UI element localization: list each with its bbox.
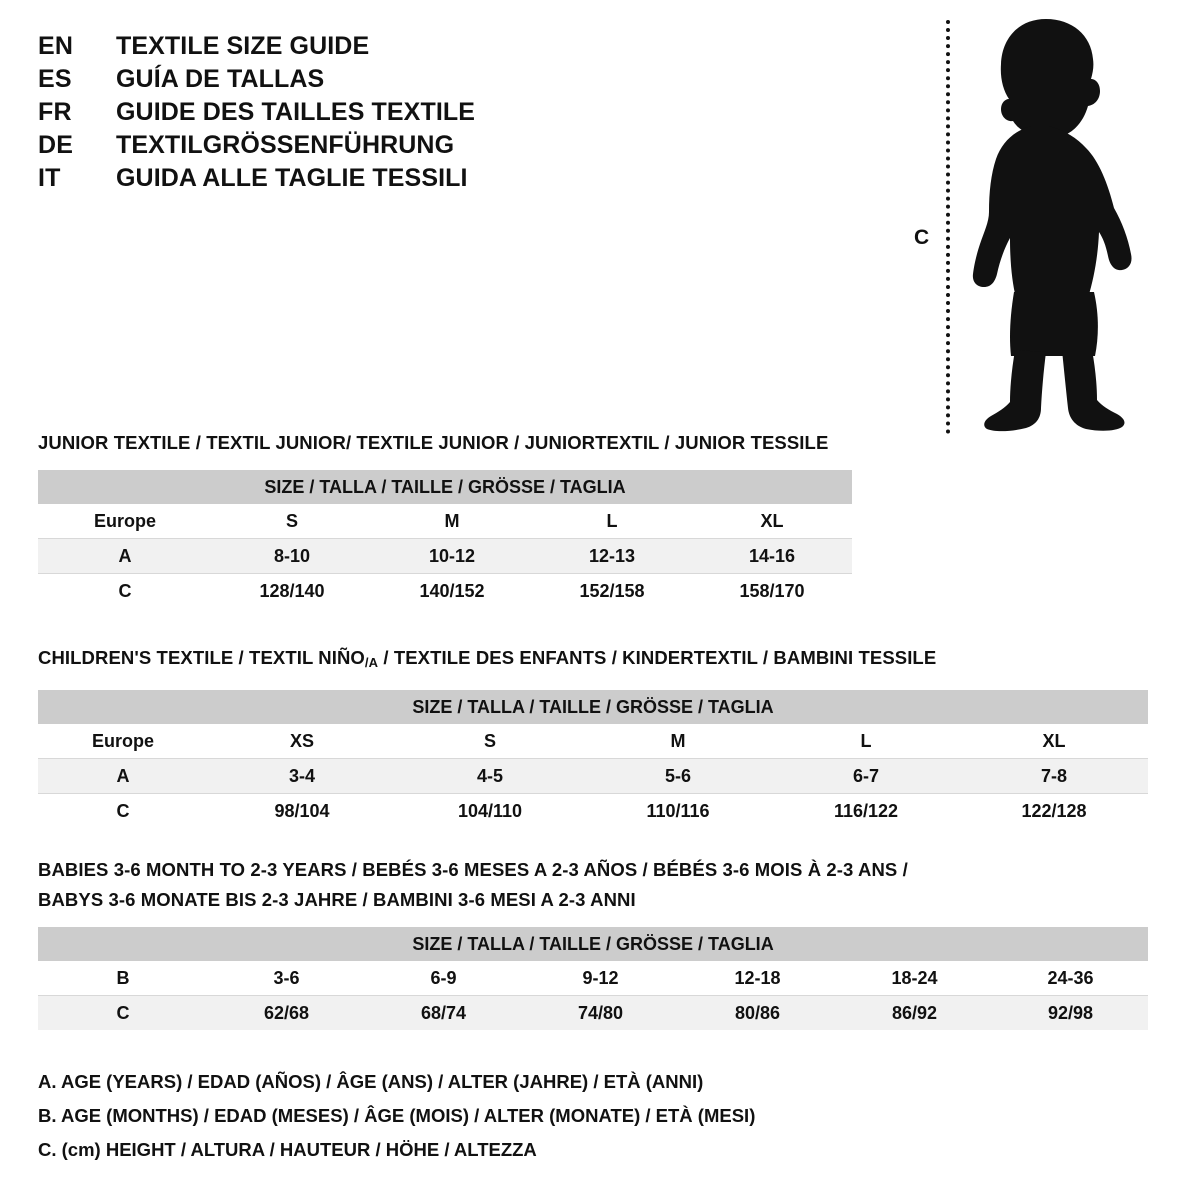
cell: 80/86 xyxy=(679,995,836,1030)
children-band-title: SIZE / TALLA / TAILLE / GRÖSSE / TAGLIA xyxy=(38,690,1149,724)
cell: M xyxy=(584,724,772,759)
table-row: C 98/104 104/110 110/116 116/122 122/128 xyxy=(38,793,1149,828)
language-row-es: ES GUÍA DE TALLAS xyxy=(38,65,558,98)
children-heading-post: / TEXTILE DES ENFANTS / KINDERTEXTIL / B… xyxy=(378,647,937,668)
row-label: A xyxy=(38,538,212,574)
cell: 98/104 xyxy=(208,793,396,828)
language-row-de: DE TEXTILGRÖSSENFÜHRUNG xyxy=(38,131,558,164)
language-title-de: TEXTILGRÖSSENFÜHRUNG xyxy=(116,131,455,159)
cell: XL xyxy=(960,724,1149,759)
cell: S xyxy=(396,724,584,759)
row-label: A xyxy=(38,758,208,794)
height-marker-label: C xyxy=(914,226,930,249)
cell: 68/74 xyxy=(365,995,522,1030)
table-band-row: SIZE / TALLA / TAILLE / GRÖSSE / TAGLIA xyxy=(38,470,852,504)
table-row: A 8-10 10-12 12-13 14-16 xyxy=(38,538,852,574)
cell: 74/80 xyxy=(522,995,679,1030)
cell: 122/128 xyxy=(960,793,1149,828)
table-band-row: SIZE / TALLA / TAILLE / GRÖSSE / TAGLIA xyxy=(38,690,1149,724)
language-title-it: GUIDA ALLE TAGLIE TESSILI xyxy=(116,164,468,192)
cell: 24-36 xyxy=(993,961,1149,996)
table-row: C 62/68 68/74 74/80 80/86 86/92 92/98 xyxy=(38,995,1149,1030)
cell: 9-12 xyxy=(522,961,679,996)
row-label: B xyxy=(38,961,208,996)
cell: 86/92 xyxy=(836,995,993,1030)
babies-size-table: SIZE / TALLA / TAILLE / GRÖSSE / TAGLIA … xyxy=(38,927,1149,1030)
row-label: C xyxy=(38,793,208,828)
cell: 92/98 xyxy=(993,995,1149,1030)
row-label: C xyxy=(38,573,212,608)
cell: 110/116 xyxy=(584,793,772,828)
language-title-en: TEXTILE SIZE GUIDE xyxy=(116,32,370,60)
cell: M xyxy=(372,504,532,539)
cell: S xyxy=(212,504,372,539)
cell: 18-24 xyxy=(836,961,993,996)
toddler-silhouette-icon xyxy=(972,19,1132,432)
cell: 12-18 xyxy=(679,961,836,996)
cell: 7-8 xyxy=(960,758,1149,794)
children-section-heading: CHILDREN'S TEXTILE / TEXTIL NIÑO/A / TEX… xyxy=(38,643,1148,678)
language-title-es: GUÍA DE TALLAS xyxy=(116,65,325,93)
children-heading-pre: CHILDREN'S TEXTILE / TEXTIL NIÑO xyxy=(38,647,365,668)
babies-section-heading-line1: BABIES 3-6 MONTH TO 2-3 YEARS / BEBÉS 3-… xyxy=(38,859,908,880)
cell: 5-6 xyxy=(584,758,772,794)
table-row: B 3-6 6-9 9-12 12-18 18-24 24-36 xyxy=(38,961,1149,996)
language-row-fr: FR GUIDE DES TAILLES TEXTILE xyxy=(38,98,558,131)
junior-size-table: SIZE / TALLA / TAILLE / GRÖSSE / TAGLIA … xyxy=(38,470,852,608)
cell: 152/158 xyxy=(532,573,692,608)
language-code-en: EN xyxy=(38,32,74,60)
section-children-textile: CHILDREN'S TEXTILE / TEXTIL NIÑO/A / TEX… xyxy=(38,643,1149,828)
cell: 8-10 xyxy=(212,538,372,574)
cell: L xyxy=(532,504,692,539)
legend-line-a: A. AGE (YEARS) / EDAD (AÑOS) / ÂGE (ANS)… xyxy=(38,1071,704,1092)
table-row: Europe S M L XL xyxy=(38,504,852,539)
table-row: A 3-4 4-5 5-6 6-7 7-8 xyxy=(38,758,1149,794)
cell: 14-16 xyxy=(692,538,852,574)
children-size-table: SIZE / TALLA / TAILLE / GRÖSSE / TAGLIA … xyxy=(38,690,1149,828)
language-code-it: IT xyxy=(38,164,61,192)
row-label: Europe xyxy=(38,724,208,759)
height-measure-line xyxy=(946,20,950,434)
cell: 6-9 xyxy=(365,961,522,996)
cell: 3-6 xyxy=(208,961,365,996)
legend-line-c: C. (cm) HEIGHT / ALTURA / HAUTEUR / HÖHE… xyxy=(38,1139,537,1160)
language-code-de: DE xyxy=(38,131,74,159)
language-code-es: ES xyxy=(38,65,72,93)
language-title-block: EN TEXTILE SIZE GUIDE ES GUÍA DE TALLAS … xyxy=(38,32,558,197)
language-row-it: IT GUIDA ALLE TAGLIE TESSILI xyxy=(38,164,558,197)
legend-line-b: B. AGE (MONTHS) / EDAD (MESES) / ÂGE (MO… xyxy=(38,1105,756,1126)
junior-band-title: SIZE / TALLA / TAILLE / GRÖSSE / TAGLIA xyxy=(38,470,852,504)
cell: XL xyxy=(692,504,852,539)
table-row: Europe XS S M L XL xyxy=(38,724,1149,759)
cell: 10-12 xyxy=(372,538,532,574)
height-illustration: C xyxy=(900,8,1180,438)
table-band-row: SIZE / TALLA / TAILLE / GRÖSSE / TAGLIA xyxy=(38,927,1149,961)
cell: 6-7 xyxy=(772,758,960,794)
language-title-fr: GUIDE DES TAILLES TEXTILE xyxy=(116,98,476,126)
cell: L xyxy=(772,724,960,759)
cell: 116/122 xyxy=(772,793,960,828)
cell: 4-5 xyxy=(396,758,584,794)
children-heading-sub: /A xyxy=(364,655,379,670)
babies-band-title: SIZE / TALLA / TAILLE / GRÖSSE / TAGLIA xyxy=(38,927,1149,961)
cell: 62/68 xyxy=(208,995,365,1030)
section-junior-textile: JUNIOR TEXTILE / TEXTIL JUNIOR/ TEXTILE … xyxy=(38,428,852,608)
cell: 104/110 xyxy=(396,793,584,828)
measurement-legend: A. AGE (YEARS) / EDAD (AÑOS) / ÂGE (ANS)… xyxy=(38,1065,755,1167)
row-label: C xyxy=(38,995,208,1030)
babies-section-heading-line2: BABYS 3-6 MONATE BIS 2-3 JAHRE / BAMBINI… xyxy=(38,889,636,910)
language-code-fr: FR xyxy=(38,98,72,126)
cell: 12-13 xyxy=(532,538,692,574)
cell: 128/140 xyxy=(212,573,372,608)
section-babies-textile: BABIES 3-6 MONTH TO 2-3 YEARS / BEBÉS 3-… xyxy=(38,855,1149,1030)
junior-section-heading: JUNIOR TEXTILE / TEXTIL JUNIOR/ TEXTILE … xyxy=(38,432,829,453)
cell: XS xyxy=(208,724,396,759)
cell: 3-4 xyxy=(208,758,396,794)
language-row-en: EN TEXTILE SIZE GUIDE xyxy=(38,32,558,65)
cell: 140/152 xyxy=(372,573,532,608)
row-label: Europe xyxy=(38,504,212,539)
cell: 158/170 xyxy=(692,573,852,608)
table-row: C 128/140 140/152 152/158 158/170 xyxy=(38,573,852,608)
